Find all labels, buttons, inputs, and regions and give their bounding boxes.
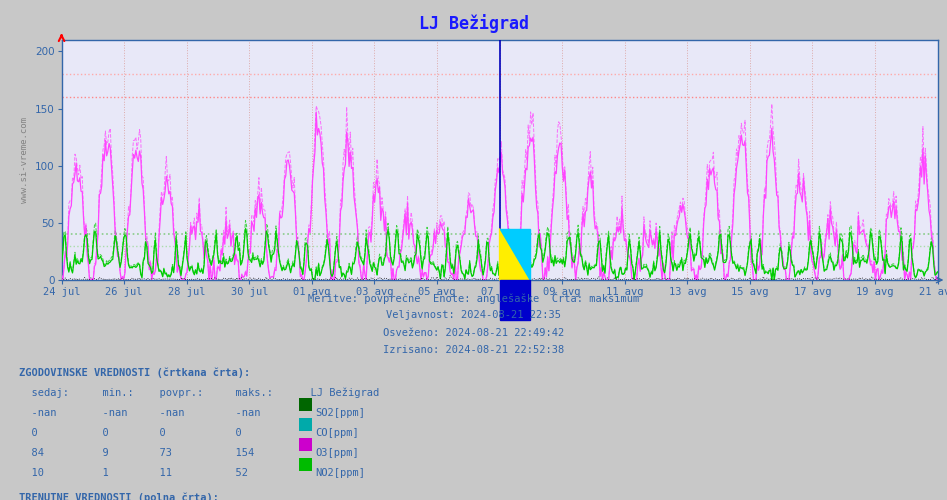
Text: LJ Bežigrad: LJ Bežigrad	[419, 14, 528, 33]
Text: 1: 1	[90, 468, 109, 477]
Text: www.si-vreme.com: www.si-vreme.com	[20, 117, 29, 203]
Text: 0: 0	[223, 428, 241, 438]
Text: 73: 73	[147, 448, 171, 458]
Polygon shape	[500, 228, 529, 280]
Text: -nan: -nan	[147, 408, 185, 418]
Text: Meritve: povprečne  Enote: anglešaške  Črta: maksimum: Meritve: povprečne Enote: anglešaške Črt…	[308, 292, 639, 304]
Text: SO2[ppm]: SO2[ppm]	[315, 408, 366, 418]
Text: min.:: min.:	[90, 388, 134, 398]
Text: 9: 9	[90, 448, 109, 458]
Text: sedaj:: sedaj:	[19, 388, 69, 398]
Text: 0: 0	[147, 428, 166, 438]
Text: Osveženo: 2024-08-21 22:49:42: Osveženo: 2024-08-21 22:49:42	[383, 328, 564, 338]
Bar	[500, 280, 529, 320]
Text: ZGODOVINSKE VREDNOSTI (črtkana črta):: ZGODOVINSKE VREDNOSTI (črtkana črta):	[19, 368, 250, 378]
Text: povpr.:: povpr.:	[147, 388, 203, 398]
Text: LJ Bežigrad: LJ Bežigrad	[298, 388, 380, 398]
Text: Veljavnost: 2024-08-21 22:35: Veljavnost: 2024-08-21 22:35	[386, 310, 561, 320]
Text: CO[ppm]: CO[ppm]	[315, 428, 359, 438]
Text: 154: 154	[223, 448, 254, 458]
Text: -nan: -nan	[19, 408, 57, 418]
Text: Izrisano: 2024-08-21 22:52:38: Izrisano: 2024-08-21 22:52:38	[383, 345, 564, 355]
Text: 11: 11	[147, 468, 171, 477]
Text: 0: 0	[90, 428, 109, 438]
Text: maks.:: maks.:	[223, 388, 273, 398]
Text: -nan: -nan	[90, 408, 128, 418]
Text: 10: 10	[19, 468, 44, 477]
Text: NO2[ppm]: NO2[ppm]	[315, 468, 366, 477]
Polygon shape	[500, 228, 529, 280]
Text: -nan: -nan	[223, 408, 260, 418]
Text: 52: 52	[223, 468, 247, 477]
Text: 84: 84	[19, 448, 44, 458]
Text: 0: 0	[19, 428, 38, 438]
Text: TRENUTNE VREDNOSTI (polna črta):: TRENUTNE VREDNOSTI (polna črta):	[19, 492, 219, 500]
Text: O3[ppm]: O3[ppm]	[315, 448, 359, 458]
